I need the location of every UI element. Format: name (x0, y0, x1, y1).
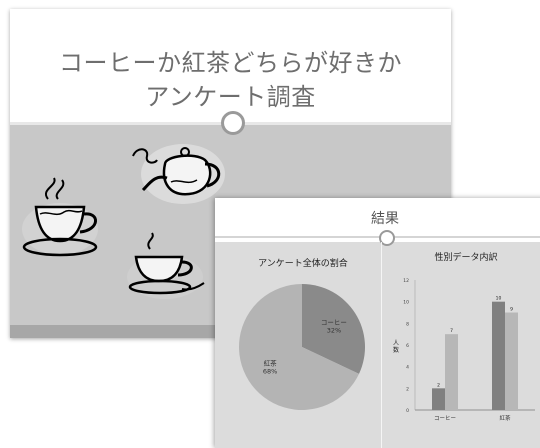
y-tick-label: 12 (403, 278, 409, 284)
y-tick-label: 4 (406, 365, 409, 371)
pie-data-label-0: コーヒー 32% (321, 319, 347, 335)
y-tick-label: 0 (406, 408, 409, 414)
teapot-icon (132, 144, 225, 204)
x-tick-label: コーヒー (434, 415, 456, 422)
title-separator (215, 236, 540, 238)
y-tick-label: 6 (406, 343, 409, 349)
coffee-cup-icon (22, 177, 98, 257)
pie-chart-title: アンケート全体の割合 (258, 259, 348, 269)
bar-0-1 (445, 334, 458, 410)
tea-cup-icon (127, 232, 205, 299)
y-axis-label: 人数 (393, 340, 399, 354)
y-tick-label: 2 (406, 386, 409, 392)
bar-data-label: 9 (510, 307, 513, 313)
results-slide[interactable]: 結果 アンケート全体の割合 性別データ内訳 コーヒー 32% 紅茶 68% 0 2 4 6 8… (215, 198, 540, 448)
pie-chart: コーヒー 32% 紅茶 68% (239, 284, 365, 410)
pie-slice-0 (302, 284, 365, 374)
slide-title-line-1: コーヒーか紅茶どちらが好きか (59, 49, 402, 77)
bar-data-label: 2 (437, 382, 440, 388)
pie-data-label-1: 紅茶 68% (263, 358, 277, 375)
slide-ornament-circle (221, 111, 245, 135)
results-slide-title: 結果 (371, 211, 399, 227)
y-tick-label: 8 (406, 321, 409, 327)
slide-title-line-2: アンケート調査 (145, 83, 316, 111)
bar-chart-title: 性別データ内訳 (434, 253, 498, 263)
bar-chart: 024681012人数27コーヒー109紅茶女性男性 (393, 278, 535, 422)
bar-0-0 (432, 388, 445, 410)
title-area: コーヒーか紅茶どちらが好きか アンケート調査 (10, 9, 451, 122)
slide-ornament-circle (379, 230, 395, 246)
y-tick-label: 10 (403, 300, 409, 306)
chart-divider (381, 242, 382, 448)
bar-1-1 (505, 312, 518, 410)
x-tick-label: 紅茶 (499, 414, 511, 422)
pie-slice-1 (239, 284, 360, 410)
bar-data-label: 10 (496, 296, 502, 302)
bar-1-0 (492, 301, 505, 410)
bar-data-label: 7 (450, 328, 453, 334)
